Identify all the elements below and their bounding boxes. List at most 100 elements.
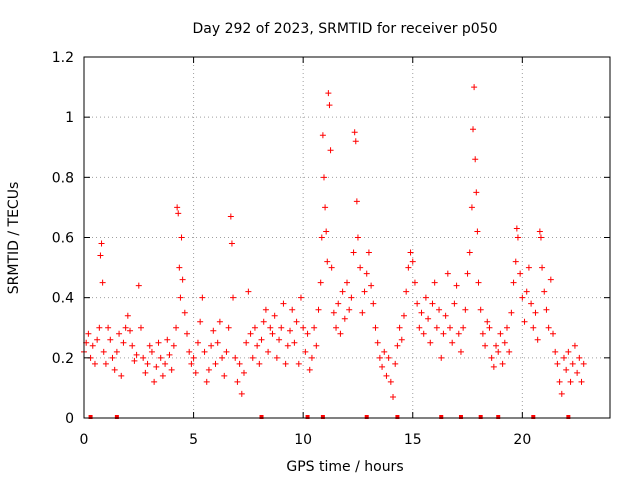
data-point bbox=[411, 279, 418, 286]
data-point bbox=[372, 324, 379, 331]
data-point bbox=[111, 366, 118, 373]
data-point bbox=[503, 324, 510, 331]
data-point bbox=[447, 324, 454, 331]
data-point bbox=[148, 348, 155, 355]
data-point bbox=[547, 276, 554, 283]
data-point bbox=[273, 354, 280, 361]
data-point bbox=[178, 234, 185, 241]
data-point bbox=[339, 288, 346, 295]
data-point bbox=[416, 324, 423, 331]
y-tick-label: 0.8 bbox=[52, 170, 74, 186]
data-point bbox=[354, 234, 361, 241]
data-point bbox=[385, 354, 392, 361]
data-point bbox=[102, 360, 109, 367]
data-point bbox=[96, 324, 103, 331]
data-point bbox=[262, 306, 269, 313]
data-point bbox=[179, 276, 186, 283]
data-point bbox=[578, 378, 585, 385]
data-point bbox=[357, 264, 364, 271]
y-tick-label: 0.2 bbox=[52, 351, 74, 367]
data-point bbox=[118, 372, 125, 379]
data-point bbox=[337, 330, 344, 337]
data-point bbox=[219, 354, 226, 361]
data-point bbox=[521, 318, 528, 325]
data-point bbox=[457, 348, 464, 355]
data-point bbox=[99, 279, 106, 286]
baseline-flag bbox=[395, 415, 400, 419]
data-point bbox=[254, 342, 261, 349]
data-point bbox=[278, 324, 285, 331]
data-point bbox=[190, 354, 197, 361]
data-point bbox=[203, 378, 210, 385]
data-point bbox=[351, 129, 358, 136]
data-point bbox=[488, 354, 495, 361]
data-point bbox=[400, 312, 407, 319]
data-point bbox=[308, 354, 315, 361]
data-point bbox=[140, 354, 147, 361]
baseline-flag bbox=[305, 415, 310, 419]
data-point bbox=[453, 282, 460, 289]
data-point bbox=[330, 309, 337, 316]
data-point bbox=[537, 234, 544, 241]
data-point bbox=[289, 306, 296, 313]
data-point bbox=[137, 324, 144, 331]
data-point bbox=[460, 324, 467, 331]
data-point bbox=[497, 330, 504, 337]
baseline-flag bbox=[531, 415, 536, 419]
data-point bbox=[151, 378, 158, 385]
data-point bbox=[431, 279, 438, 286]
data-point bbox=[333, 324, 340, 331]
data-point bbox=[477, 306, 484, 313]
data-point bbox=[175, 210, 182, 217]
data-point bbox=[311, 324, 318, 331]
data-point bbox=[512, 258, 519, 265]
data-point bbox=[580, 360, 587, 367]
data-point bbox=[221, 372, 228, 379]
data-point bbox=[390, 393, 397, 400]
data-point bbox=[155, 339, 162, 346]
data-point bbox=[306, 366, 313, 373]
data-point bbox=[499, 360, 506, 367]
y-tick-labels: 0 0.2 0.4 0.6 0.8 1 1.2 bbox=[52, 50, 74, 427]
data-point bbox=[284, 342, 291, 349]
data-point bbox=[449, 339, 456, 346]
data-point bbox=[473, 189, 480, 196]
data-point bbox=[249, 354, 256, 361]
data-point bbox=[94, 336, 101, 343]
data-point bbox=[245, 288, 252, 295]
baseline-flag bbox=[439, 415, 444, 419]
data-point bbox=[89, 342, 96, 349]
data-point bbox=[490, 363, 497, 370]
data-point bbox=[238, 390, 245, 397]
data-point bbox=[116, 330, 123, 337]
data-point bbox=[361, 288, 368, 295]
x-tick-label: 5 bbox=[189, 432, 198, 448]
baseline-flag bbox=[364, 415, 369, 419]
data-point bbox=[144, 360, 151, 367]
data-point bbox=[146, 342, 153, 349]
data-point bbox=[267, 324, 274, 331]
data-point bbox=[442, 312, 449, 319]
data-point bbox=[105, 324, 112, 331]
data-point bbox=[212, 360, 219, 367]
data-point bbox=[344, 279, 350, 286]
data-point bbox=[545, 324, 552, 331]
data-point bbox=[558, 390, 565, 397]
data-point bbox=[100, 348, 107, 355]
baseline-flag bbox=[88, 415, 93, 419]
data-point bbox=[124, 312, 131, 319]
data-point bbox=[199, 294, 206, 301]
y-tick-label: 0.4 bbox=[52, 291, 74, 307]
data-point bbox=[166, 351, 173, 358]
data-point bbox=[120, 339, 127, 346]
data-point bbox=[129, 342, 136, 349]
data-point bbox=[376, 354, 383, 361]
data-point bbox=[197, 318, 204, 325]
data-point bbox=[528, 300, 535, 307]
data-point bbox=[565, 348, 572, 355]
data-point bbox=[297, 294, 304, 301]
data-point bbox=[168, 366, 175, 373]
data-point bbox=[444, 270, 451, 277]
data-point bbox=[293, 318, 300, 325]
data-point bbox=[552, 348, 559, 355]
